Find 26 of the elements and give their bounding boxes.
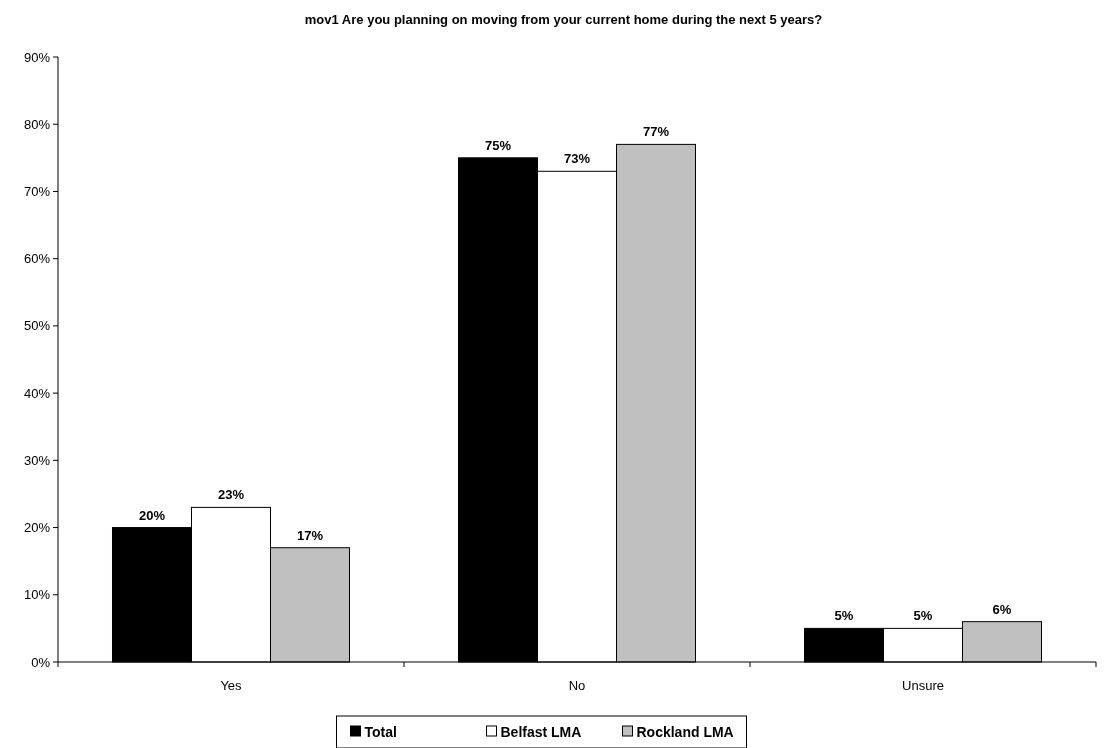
legend-label: Total [364, 724, 397, 740]
y-tick-label: 30% [23, 452, 51, 468]
y-tick-label: 80% [23, 116, 51, 132]
y-tick-label: 10% [23, 587, 51, 603]
data-label: 5% [913, 608, 933, 624]
legend-label: Rockland LMA [636, 724, 734, 740]
y-tick-label: 40% [23, 385, 51, 401]
data-label: 77% [642, 124, 670, 140]
data-label: 75% [484, 137, 512, 153]
x-tick-label: Yes [220, 678, 243, 693]
x-tick-label: No [568, 678, 586, 693]
data-label: 23% [217, 487, 245, 503]
legend-label: Belfast LMA [500, 724, 582, 740]
y-tick-label: 60% [23, 251, 51, 267]
x-tick-label: Unsure [902, 678, 944, 693]
data-label: 20% [138, 507, 166, 523]
data-label: 73% [563, 151, 591, 167]
data-label: 5% [834, 608, 854, 624]
y-tick-label: 20% [23, 520, 51, 536]
y-tick-label: 0% [31, 654, 51, 670]
y-tick-label: 50% [23, 318, 51, 334]
y-tick-label: 70% [23, 183, 51, 199]
y-tick-label: 90% [23, 49, 51, 65]
chart-title: mov1 Are you planning on moving from your current home during the next 5 years? [304, 12, 823, 27]
data-label: 17% [296, 527, 324, 543]
data-label: 6% [992, 601, 1012, 617]
